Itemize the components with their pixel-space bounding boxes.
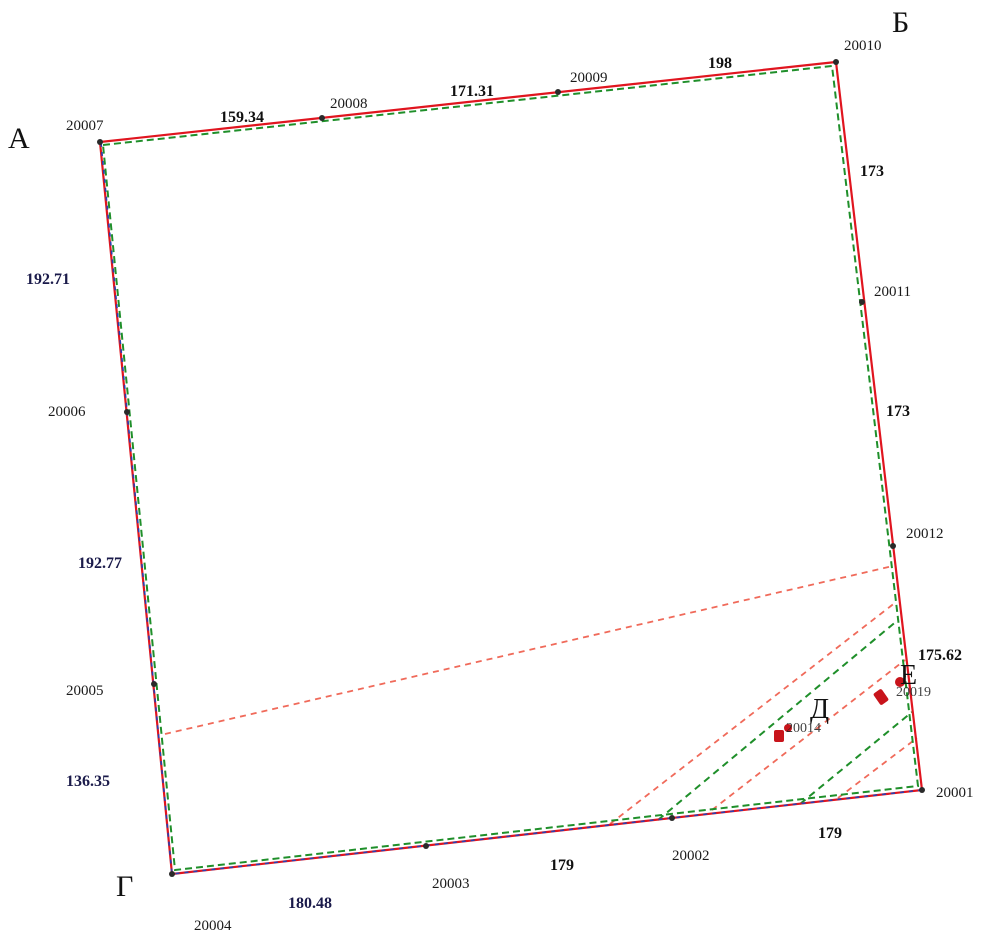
division-line-green-1 bbox=[657, 619, 899, 821]
cluster-d-marker bbox=[774, 730, 784, 742]
point-label-20010: 20010 bbox=[844, 38, 882, 54]
boundary-blue-line bbox=[100, 142, 923, 875]
point-label-20002: 20002 bbox=[672, 848, 710, 864]
length-label-bottom-1: 180.48 bbox=[288, 895, 332, 912]
node-20003 bbox=[423, 843, 429, 849]
point-label-20009: 20009 bbox=[570, 70, 608, 86]
length-label-bottom-2: 179 bbox=[550, 857, 574, 874]
cluster-d: Д 20014 bbox=[774, 694, 829, 742]
point-label-20005: 20005 bbox=[66, 683, 104, 699]
division-line-main bbox=[164, 565, 894, 735]
cluster-d-dot bbox=[784, 724, 792, 732]
vertex-nodes bbox=[97, 59, 925, 877]
parcel-division-lines bbox=[164, 565, 918, 825]
boundary-red-line bbox=[98, 60, 924, 876]
cluster-e-dot bbox=[895, 677, 905, 687]
length-label-top-2: 171.31 bbox=[450, 83, 494, 100]
node-20012 bbox=[890, 543, 896, 549]
length-label-right-3: 175.62 bbox=[918, 647, 962, 664]
point-label-20007: 20007 bbox=[66, 118, 104, 134]
node-20006 bbox=[124, 409, 130, 415]
point-label-20011: 20011 bbox=[874, 284, 911, 300]
division-line-hatch-1 bbox=[609, 601, 897, 825]
node-20007 bbox=[97, 139, 103, 145]
length-label-bottom-3: 179 bbox=[818, 825, 842, 842]
point-label-20008: 20008 bbox=[330, 96, 368, 112]
node-20004 bbox=[169, 871, 175, 877]
point-label-20012: 20012 bbox=[906, 526, 944, 542]
point-label-20006: 20006 bbox=[48, 404, 86, 420]
parcel-boundary bbox=[98, 60, 924, 876]
corner-letters: А Б Г bbox=[8, 6, 909, 903]
length-label-left-2: 192.77 bbox=[78, 555, 122, 572]
point-label-20003: 20003 bbox=[432, 876, 470, 892]
cluster-label-e: Е bbox=[900, 660, 917, 691]
point-label-20001: 20001 bbox=[936, 785, 974, 801]
node-20010 bbox=[833, 59, 839, 65]
node-20002 bbox=[669, 815, 675, 821]
cluster-d-overlap-label: 20014 bbox=[786, 721, 821, 736]
cluster-e-marker bbox=[873, 689, 889, 705]
point-labels: 20007 20008 20009 20010 20011 20012 2000… bbox=[48, 38, 974, 934]
length-label-top-1: 159.34 bbox=[220, 109, 264, 126]
length-labels: 159.34 171.31 198 173 173 175.62 192.71 … bbox=[26, 55, 962, 912]
length-label-left-1: 192.71 bbox=[26, 271, 70, 288]
node-20008 bbox=[319, 115, 325, 121]
corner-label-g: Г bbox=[116, 870, 133, 903]
corner-label-a: А bbox=[8, 122, 30, 155]
cluster-e-overlap-label: 20019 bbox=[896, 685, 931, 700]
division-line-hatch-3 bbox=[837, 737, 918, 799]
point-label-20004: 20004 bbox=[194, 918, 232, 934]
boundary-green-line bbox=[101, 64, 920, 872]
division-line-green-2 bbox=[799, 711, 913, 805]
node-20005 bbox=[151, 681, 157, 687]
length-label-right-1: 173 bbox=[860, 163, 884, 180]
division-line-hatch-2 bbox=[711, 659, 906, 811]
cluster-e: Е 20019 bbox=[873, 660, 931, 705]
node-20001 bbox=[919, 787, 925, 793]
node-20011 bbox=[859, 299, 865, 305]
length-label-right-2: 173 bbox=[886, 403, 910, 420]
corner-label-b: Б bbox=[892, 6, 909, 39]
cluster-label-d: Д bbox=[810, 694, 829, 725]
length-label-top-3: 198 bbox=[708, 55, 732, 72]
length-label-left-3: 136.35 bbox=[66, 773, 110, 790]
node-20009 bbox=[555, 89, 561, 95]
